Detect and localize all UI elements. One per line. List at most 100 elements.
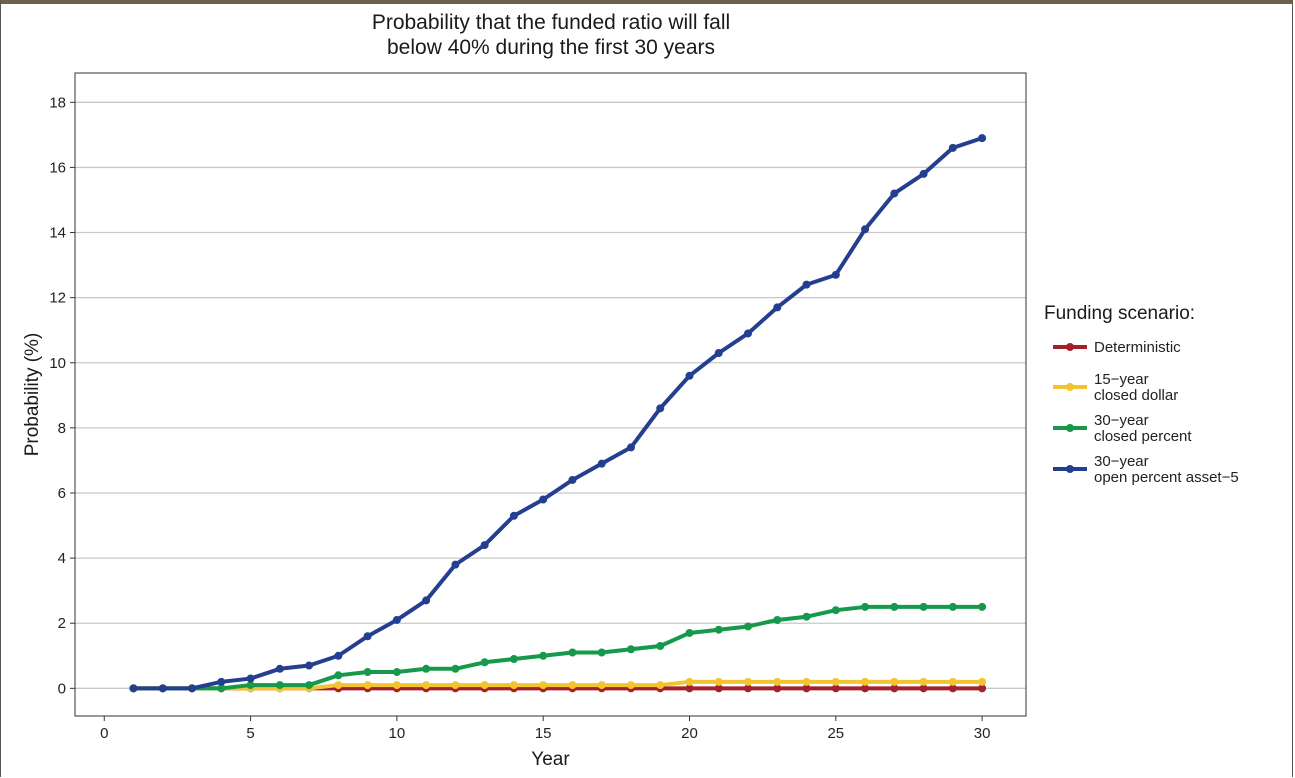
x-tick-label: 20 bbox=[681, 725, 698, 742]
data-point bbox=[773, 615, 782, 624]
data-point bbox=[656, 642, 665, 651]
legend-label: open percent asset−5 bbox=[1094, 469, 1239, 486]
data-point bbox=[744, 622, 753, 631]
data-point bbox=[831, 677, 840, 686]
data-point bbox=[656, 681, 665, 690]
data-point bbox=[978, 684, 987, 693]
data-point bbox=[802, 612, 811, 621]
data-point bbox=[129, 684, 138, 693]
data-point bbox=[568, 475, 577, 484]
data-point bbox=[422, 681, 431, 690]
data-point bbox=[685, 677, 694, 686]
data-point bbox=[714, 625, 723, 634]
data-point bbox=[597, 648, 606, 657]
y-tick-label: 16 bbox=[49, 159, 66, 176]
x-axis: 0 5 10 15 20 25 30 bbox=[100, 716, 990, 742]
data-point bbox=[831, 684, 840, 693]
data-point bbox=[509, 511, 518, 520]
data-point bbox=[539, 681, 548, 690]
y-tick-label: 12 bbox=[49, 290, 66, 307]
data-point bbox=[773, 677, 782, 686]
data-point bbox=[948, 602, 957, 611]
grid-lines bbox=[75, 101, 1026, 689]
data-point bbox=[890, 677, 899, 686]
data-point bbox=[919, 169, 928, 178]
data-point bbox=[773, 303, 782, 312]
y-tick-label: 10 bbox=[49, 355, 66, 372]
legend: Funding scenario: Deterministic15−yearcl… bbox=[1044, 303, 1239, 486]
data-point bbox=[861, 684, 870, 693]
data-point bbox=[422, 664, 431, 673]
data-point bbox=[422, 596, 431, 605]
legend-label: closed percent bbox=[1094, 428, 1192, 445]
data-point bbox=[714, 684, 723, 693]
data-point bbox=[246, 681, 255, 690]
data-point bbox=[890, 602, 899, 611]
data-point bbox=[334, 671, 343, 680]
data-point bbox=[158, 684, 167, 693]
data-point bbox=[334, 681, 343, 690]
chart-title: Probability that the funded ratio will f… bbox=[372, 11, 730, 59]
data-point bbox=[685, 371, 694, 380]
y-tick-label: 4 bbox=[58, 550, 66, 567]
data-point bbox=[978, 134, 987, 143]
data-point bbox=[334, 651, 343, 660]
y-tick-label: 8 bbox=[58, 420, 66, 437]
data-point bbox=[744, 684, 753, 693]
data-point bbox=[861, 602, 870, 611]
data-point bbox=[656, 404, 665, 413]
data-point bbox=[363, 668, 372, 677]
series-line bbox=[131, 136, 985, 691]
series-lines bbox=[129, 134, 987, 693]
data-point bbox=[626, 645, 635, 654]
data-point bbox=[275, 681, 284, 690]
data-point bbox=[626, 443, 635, 452]
data-point bbox=[714, 348, 723, 357]
data-point bbox=[217, 684, 226, 693]
data-point bbox=[861, 677, 870, 686]
data-point bbox=[802, 684, 811, 693]
legend-key-point bbox=[1066, 424, 1074, 432]
x-tick-label: 25 bbox=[827, 725, 844, 742]
data-point bbox=[744, 329, 753, 338]
legend-label: 15−year bbox=[1094, 371, 1149, 388]
data-point bbox=[744, 677, 753, 686]
legend-key-point bbox=[1066, 343, 1074, 351]
x-axis-title: Year bbox=[531, 749, 570, 770]
data-point bbox=[626, 681, 635, 690]
data-point bbox=[363, 632, 372, 641]
data-point bbox=[217, 677, 226, 686]
legend-label: Deterministic bbox=[1094, 339, 1181, 356]
data-point bbox=[802, 280, 811, 289]
y-tick-label: 2 bbox=[58, 615, 66, 632]
data-point bbox=[831, 606, 840, 615]
data-point bbox=[392, 615, 401, 624]
data-point bbox=[978, 602, 987, 611]
y-tick-label: 6 bbox=[58, 485, 66, 502]
data-point bbox=[919, 677, 928, 686]
data-point bbox=[919, 684, 928, 693]
legend-title: Funding scenario: bbox=[1044, 303, 1195, 324]
data-point bbox=[392, 681, 401, 690]
legend-key-point bbox=[1066, 465, 1074, 473]
data-point bbox=[890, 189, 899, 198]
x-tick-label: 10 bbox=[389, 725, 406, 742]
data-point bbox=[948, 143, 957, 152]
data-point bbox=[305, 661, 314, 670]
data-point bbox=[773, 684, 782, 693]
data-point bbox=[568, 681, 577, 690]
data-point bbox=[305, 681, 314, 690]
y-axis-title: Probability (%) bbox=[22, 333, 43, 457]
x-tick-label: 5 bbox=[246, 725, 254, 742]
plot-panel-border bbox=[74, 72, 1027, 717]
data-point bbox=[685, 628, 694, 637]
x-tick-label: 15 bbox=[535, 725, 552, 742]
legend-label: closed dollar bbox=[1094, 387, 1178, 404]
data-point bbox=[597, 459, 606, 468]
y-tick-label: 14 bbox=[49, 225, 66, 242]
data-point bbox=[539, 651, 548, 660]
data-point bbox=[948, 677, 957, 686]
legend-label: 30−year bbox=[1094, 453, 1149, 470]
x-tick-label: 30 bbox=[974, 725, 991, 742]
